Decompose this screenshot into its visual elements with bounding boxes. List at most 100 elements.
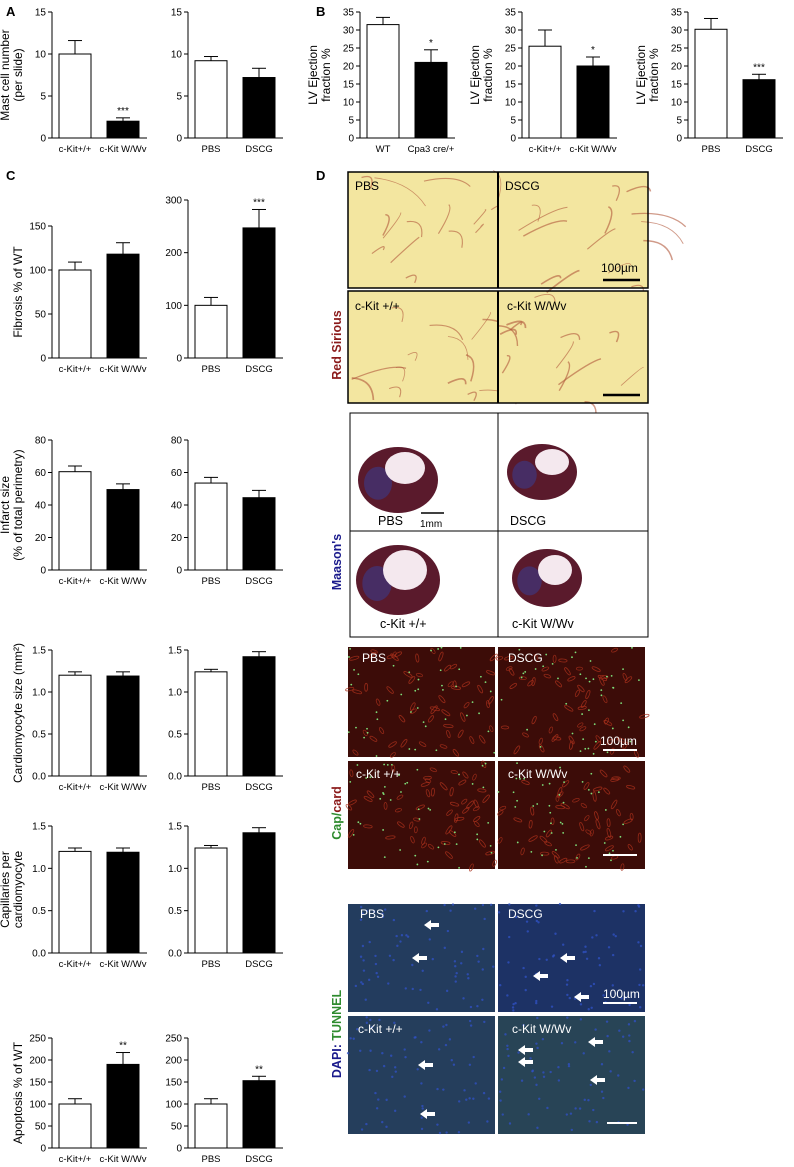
collagen-fiber	[437, 204, 451, 235]
nucleus	[583, 1098, 586, 1102]
cell-outline	[551, 734, 559, 742]
cell-outline	[447, 681, 454, 688]
x-tick-label: c-Kit W/Wv	[100, 364, 147, 375]
cell-outline	[345, 687, 355, 692]
nucleus	[445, 989, 449, 993]
bar	[242, 1080, 276, 1149]
capillary-dot	[576, 857, 578, 859]
capillary-dot	[571, 732, 574, 735]
cell-outline	[513, 817, 523, 823]
stain-label-part: TUNNEL	[330, 990, 344, 1041]
y-tick-label: 20	[671, 62, 683, 73]
apoptosis-arrow-icon	[424, 920, 439, 930]
nucleus	[589, 1083, 593, 1087]
cell-outline	[639, 713, 650, 719]
lumen	[383, 550, 427, 590]
cell-outline	[423, 775, 432, 780]
tissue-background	[348, 647, 495, 757]
capillary-dot	[406, 781, 409, 784]
capillary-dot	[392, 664, 395, 667]
capillary-dot	[638, 679, 640, 682]
lumen	[385, 452, 425, 484]
collagen-fiber	[497, 325, 519, 347]
nucleus	[584, 950, 587, 954]
bar	[106, 253, 140, 359]
capillary-dot	[565, 702, 568, 705]
collagen-fiber	[467, 391, 477, 402]
cell-outline	[620, 863, 625, 871]
capillary-dot	[555, 848, 557, 851]
collagen-fiber	[361, 175, 373, 189]
cell-outline	[457, 729, 464, 738]
nucleus	[578, 1107, 582, 1110]
collagen-fiber	[429, 324, 464, 341]
cell-outline	[410, 835, 415, 844]
cell-outline	[438, 695, 446, 704]
cap-pbs-image	[345, 646, 498, 758]
apoptosis-arrow-icon	[518, 1057, 533, 1067]
y-tick-label: 0.0	[32, 949, 46, 960]
capillary-dot	[542, 665, 545, 668]
nucleus	[594, 1028, 597, 1031]
y-tick-label: 10	[671, 98, 683, 109]
bar	[194, 482, 228, 571]
y-tick-label: 0	[40, 1144, 46, 1155]
capillary-dot	[489, 844, 492, 847]
y-tick-label: 5	[40, 92, 46, 103]
bar	[106, 675, 140, 777]
significance-label: **	[255, 1064, 263, 1075]
nucleus	[609, 1070, 612, 1073]
nucleus	[369, 1049, 372, 1052]
cell-outline	[518, 676, 527, 681]
capillary-dot	[400, 791, 402, 793]
capillary-dot	[471, 701, 474, 704]
capillary-dot	[375, 711, 378, 714]
nucleus	[600, 1063, 604, 1066]
x-tick-label: PBS	[201, 782, 220, 793]
capillary-dot	[532, 805, 535, 807]
chart-c4: 0 20 40 60 80 PBS DSCG	[171, 436, 283, 587]
y-tick-label: 150	[29, 1078, 46, 1089]
nucleus	[508, 903, 511, 906]
nucleus	[376, 975, 380, 979]
y-tick-label: 20	[505, 62, 517, 73]
nucleus	[389, 1054, 393, 1057]
nucleus	[487, 1097, 491, 1100]
cell-outline	[444, 664, 452, 672]
y-tick-label: 0.5	[32, 906, 46, 917]
cell-outline	[592, 791, 597, 802]
cell-outline	[552, 713, 559, 722]
capillary-dot	[518, 648, 521, 651]
cell-outline	[478, 735, 486, 744]
fibrotic-region	[517, 566, 542, 596]
capillary-dot	[414, 748, 417, 751]
nucleus	[582, 950, 585, 954]
nucleus	[444, 1043, 448, 1047]
capillary-dot	[424, 725, 427, 728]
collagen-fiber	[407, 352, 418, 361]
capillary-dot	[606, 751, 609, 754]
nucleus	[442, 1025, 445, 1028]
x-tick-label: PBS	[201, 144, 220, 155]
nucleus	[574, 1041, 577, 1044]
capillary-dot	[382, 792, 384, 794]
nucleus	[545, 958, 548, 962]
cell-outline	[460, 712, 466, 722]
x-tick-label: DSCG	[245, 576, 272, 587]
capillary-dot	[561, 822, 564, 825]
nucleus	[525, 920, 529, 923]
cell-outline	[368, 651, 377, 659]
capillary-dot	[418, 818, 421, 820]
collagen-fiber	[374, 177, 426, 207]
x-tick-label: c-Kit+/+	[529, 144, 562, 155]
nucleus	[370, 1026, 374, 1029]
y-tick-label: 0.0	[168, 949, 182, 960]
cell-outline	[383, 802, 388, 810]
collagen-fiber	[382, 212, 402, 239]
nucleus	[551, 955, 555, 958]
nucleus	[507, 1054, 510, 1058]
nucleus	[362, 969, 366, 972]
collagen-fiber	[558, 361, 571, 392]
capillary-dot	[610, 674, 613, 677]
tissue-background	[348, 761, 495, 869]
